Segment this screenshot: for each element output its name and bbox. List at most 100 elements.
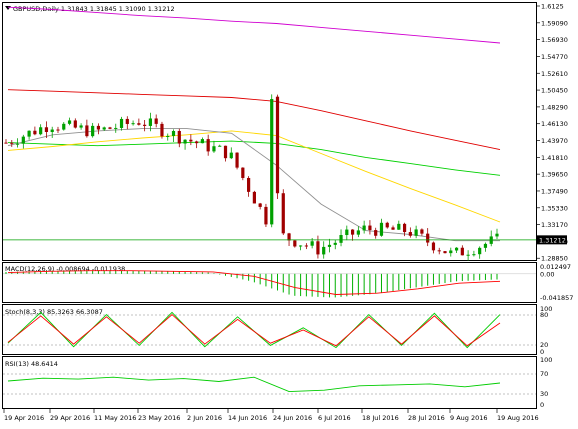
- candle-body: [374, 230, 378, 236]
- price-tick-label: 1.28850: [541, 255, 568, 263]
- date-tick-label: 29 Apr 2016: [50, 414, 90, 422]
- candle-body: [385, 222, 389, 228]
- macd-signal-line: [7, 270, 501, 295]
- candle-body: [356, 230, 360, 235]
- candle-body: [44, 127, 49, 133]
- price-tick-label: 1.52610: [541, 70, 568, 78]
- chart-title: GBPUSD,Daily 1.31843 1.31845 1.31090 1.3…: [13, 5, 175, 13]
- date-axis[interactable]: 19 Apr 2016 29 Apr 2016 11 May 2016 23 May …: [3, 409, 539, 422]
- candle-body: [420, 229, 424, 234]
- candle-body: [408, 232, 412, 236]
- candle-body: [212, 146, 216, 152]
- date-tick-label: 23 May 2016: [138, 414, 180, 422]
- candle-body: [247, 177, 251, 192]
- candle-body: [15, 143, 20, 145]
- candle-body: [339, 235, 343, 243]
- candle-body: [316, 241, 320, 255]
- candle-body: [414, 229, 418, 236]
- moving-averages: [7, 6, 501, 242]
- candle-body: [362, 225, 366, 231]
- date-tick-label: 2 Jun 2016: [187, 414, 222, 422]
- price-pane[interactable]: [2, 2, 537, 261]
- candlesticks: [4, 94, 499, 261]
- price-axis[interactable]: 1.6125 1.59090 1.56930 1.54770 1.52610 1.5045…: [536, 3, 568, 263]
- candle-body: [171, 130, 176, 136]
- candle-body: [472, 254, 476, 256]
- candle-body: [119, 118, 124, 128]
- date-tick-label: 18 Jul 2016: [362, 414, 399, 422]
- price-tick-label: 1.56930: [541, 36, 568, 44]
- current-price-label: 1.31212: [539, 236, 566, 244]
- candle-body: [241, 167, 245, 178]
- candle-body: [137, 123, 141, 125]
- rsi-axis: 100 70 30 0: [540, 356, 552, 409]
- candle-body: [431, 242, 436, 251]
- rsi-pane[interactable]: [2, 356, 537, 409]
- price-tick-label: 1.33170: [541, 221, 568, 229]
- rsi-axis-label: 0: [540, 401, 544, 409]
- candle-body: [437, 250, 441, 252]
- date-tick-label: 14 Jun 2016: [228, 414, 267, 422]
- candle-body: [483, 243, 488, 248]
- candle-body: [270, 99, 274, 225]
- candle-body: [443, 251, 447, 254]
- candle-body: [21, 136, 25, 144]
- candle-body: [368, 225, 372, 231]
- candle-body: [229, 152, 233, 159]
- candle-body: [160, 123, 164, 137]
- price-tick-label: 1.41810: [541, 154, 568, 162]
- date-tick-label: 24 Jun 2016: [273, 414, 312, 422]
- moving-average-line: [7, 6, 501, 44]
- date-tick-label: 6 Jul 2016: [318, 414, 351, 422]
- candle-body: [96, 125, 101, 130]
- candle-body: [33, 130, 37, 135]
- date-tick-label: 9 Aug 2016: [450, 414, 488, 422]
- candle-body: [466, 254, 470, 256]
- candle-body: [79, 125, 83, 128]
- candle-body: [183, 139, 187, 144]
- candle-body: [299, 245, 303, 247]
- rsi-axis-label: 100: [540, 356, 552, 364]
- candle-body: [62, 123, 66, 130]
- price-tick-label: 1.46130: [541, 120, 568, 128]
- candle-body: [275, 96, 280, 194]
- candle-body: [327, 244, 332, 247]
- candle-body: [206, 139, 210, 152]
- candle-body: [200, 139, 204, 144]
- macd-pane[interactable]: [2, 262, 537, 303]
- candle-body: [143, 124, 147, 126]
- rsi-title: RSI(13) 48.6414: [5, 360, 58, 368]
- candle-body: [333, 242, 337, 245]
- candle-body: [189, 139, 193, 142]
- macd-axis-label: 0.00: [540, 270, 554, 278]
- candle-body: [148, 118, 153, 126]
- moving-average-line: [7, 89, 501, 151]
- candle-body: [478, 247, 482, 255]
- candle-body: [177, 130, 181, 144]
- candle-body: [56, 129, 60, 131]
- stoch-axis-label: 80: [540, 311, 548, 319]
- price-tick-label: 1.59090: [541, 19, 568, 27]
- candle-body: [391, 227, 395, 230]
- candle-body: [264, 206, 268, 225]
- current-price-tag: [537, 235, 567, 245]
- macd-axis-label: 0.012497: [540, 263, 571, 271]
- candle-body: [454, 247, 459, 251]
- price-tick-label: 1.31010: [541, 238, 568, 246]
- candle-body: [102, 127, 106, 130]
- candle-body: [50, 129, 54, 133]
- candle-body: [402, 223, 407, 233]
- candle-body: [166, 135, 170, 137]
- candle-body: [495, 233, 499, 237]
- price-tick-label: 1.54770: [541, 53, 568, 61]
- candle-body: [27, 130, 31, 137]
- candle-body: [73, 120, 77, 128]
- candle-body: [304, 245, 308, 247]
- candle-body: [252, 191, 256, 204]
- candle-body: [379, 222, 384, 236]
- candle-body: [397, 223, 401, 230]
- price-tick-label: 1.6125: [541, 3, 564, 11]
